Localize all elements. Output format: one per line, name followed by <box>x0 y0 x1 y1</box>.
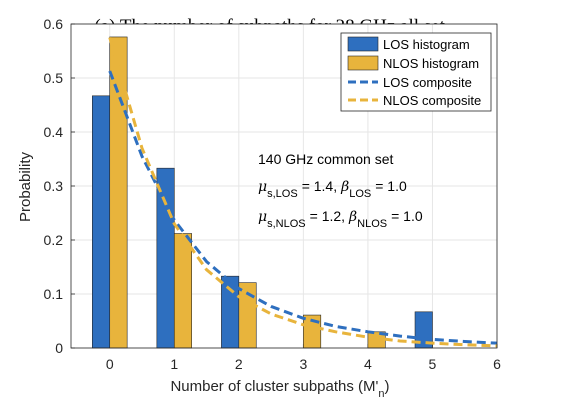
x-tick-label: 4 <box>364 356 372 372</box>
y-tick-label: 0.5 <box>44 70 64 86</box>
x-tick-labels: 0 1 2 3 4 5 6 <box>106 356 501 372</box>
annotation-line-1: 140 GHz common set <box>258 151 393 167</box>
x-tick-label: 2 <box>235 356 243 372</box>
x-tick-label: 6 <box>493 356 501 372</box>
los-bar-0 <box>92 95 111 349</box>
nlos-bar-1 <box>173 233 192 349</box>
legend-label-nlos-composite: NLOS composite <box>383 93 481 108</box>
lines-group <box>108 37 498 348</box>
y-tick-label: 0.3 <box>44 178 64 194</box>
annotation-line-3: μs,NLOS = 1.2, βNLOS = 1.0 <box>258 208 423 230</box>
x-tick-label: 3 <box>299 356 307 372</box>
y-tick-label: 0 <box>55 340 63 356</box>
legend-label-los-composite: LOS composite <box>383 75 472 90</box>
legend: LOS histogram NLOS histogram LOS composi… <box>340 32 492 112</box>
annotation-line-2: μs,LOS = 1.4, βLOS = 1.0 <box>258 178 407 200</box>
legend-label-los-histogram: LOS histogram <box>383 37 470 52</box>
los-composite-line <box>108 70 498 345</box>
y-tick-label: 0.6 <box>44 16 64 32</box>
x-tick-label: 5 <box>429 356 437 372</box>
x-tick-label: 0 <box>106 356 114 372</box>
y-tick-label: 0.4 <box>44 124 64 140</box>
annotation-block: 140 GHz common set μs,LOS = 1.4, βLOS = 1.0… <box>258 151 423 230</box>
legend-swatch-nlos-histogram <box>347 55 379 71</box>
y-tick-labels: 0 0.1 0.2 0.3 0.4 0.5 0.6 <box>44 16 64 356</box>
y-axis-label: Probability <box>17 151 34 222</box>
y-tick-label: 0.1 <box>44 286 64 302</box>
legend-swatch-los-histogram <box>347 36 379 52</box>
y-tick-label: 0.2 <box>44 232 64 248</box>
plot-frame <box>70 23 498 349</box>
nlos-composite-line <box>108 37 498 348</box>
x-axis-label: Number of cluster subpaths (M'n) <box>170 378 389 400</box>
los-bar-1 <box>156 167 175 349</box>
x-tick-label: 1 <box>170 356 178 372</box>
legend-label-nlos-histogram: NLOS histogram <box>383 56 479 71</box>
